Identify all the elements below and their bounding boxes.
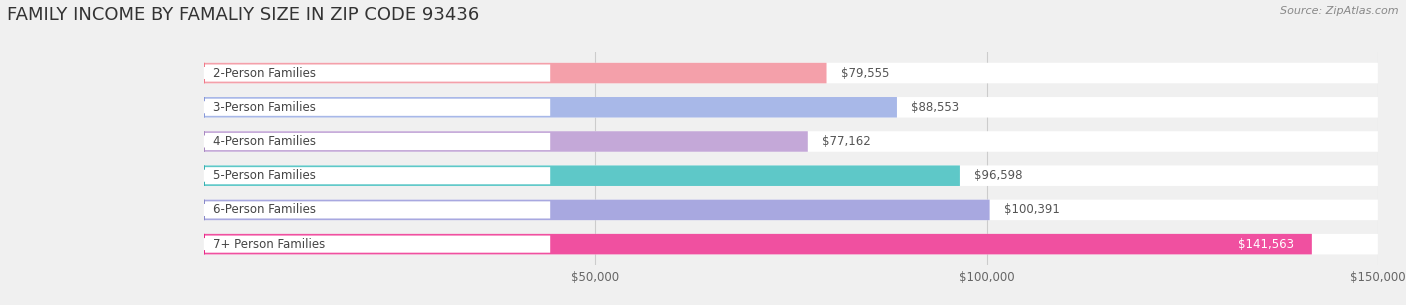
Text: $141,563: $141,563 (1239, 238, 1295, 251)
Text: $88,553: $88,553 (911, 101, 959, 114)
FancyBboxPatch shape (204, 235, 550, 253)
Text: 2-Person Families: 2-Person Families (214, 66, 316, 80)
Text: 4-Person Families: 4-Person Families (214, 135, 316, 148)
FancyBboxPatch shape (204, 97, 897, 117)
FancyBboxPatch shape (204, 63, 827, 83)
Text: $77,162: $77,162 (823, 135, 870, 148)
FancyBboxPatch shape (204, 201, 550, 218)
Text: 5-Person Families: 5-Person Families (214, 169, 316, 182)
FancyBboxPatch shape (204, 99, 550, 116)
FancyBboxPatch shape (204, 165, 960, 186)
FancyBboxPatch shape (204, 63, 1378, 83)
Text: 6-Person Families: 6-Person Families (214, 203, 316, 217)
Text: Source: ZipAtlas.com: Source: ZipAtlas.com (1281, 6, 1399, 16)
Text: 7+ Person Families: 7+ Person Families (214, 238, 326, 251)
FancyBboxPatch shape (204, 167, 550, 184)
FancyBboxPatch shape (204, 97, 1378, 117)
Text: $100,391: $100,391 (1004, 203, 1060, 217)
FancyBboxPatch shape (204, 131, 1378, 152)
FancyBboxPatch shape (204, 200, 1378, 220)
Text: $79,555: $79,555 (841, 66, 889, 80)
Text: $96,598: $96,598 (974, 169, 1022, 182)
Text: FAMILY INCOME BY FAMALIY SIZE IN ZIP CODE 93436: FAMILY INCOME BY FAMALIY SIZE IN ZIP COD… (7, 6, 479, 24)
FancyBboxPatch shape (204, 200, 990, 220)
FancyBboxPatch shape (204, 234, 1378, 254)
FancyBboxPatch shape (204, 131, 808, 152)
FancyBboxPatch shape (204, 65, 550, 82)
FancyBboxPatch shape (204, 133, 550, 150)
FancyBboxPatch shape (204, 165, 1378, 186)
FancyBboxPatch shape (204, 234, 1312, 254)
Text: 3-Person Families: 3-Person Families (214, 101, 316, 114)
